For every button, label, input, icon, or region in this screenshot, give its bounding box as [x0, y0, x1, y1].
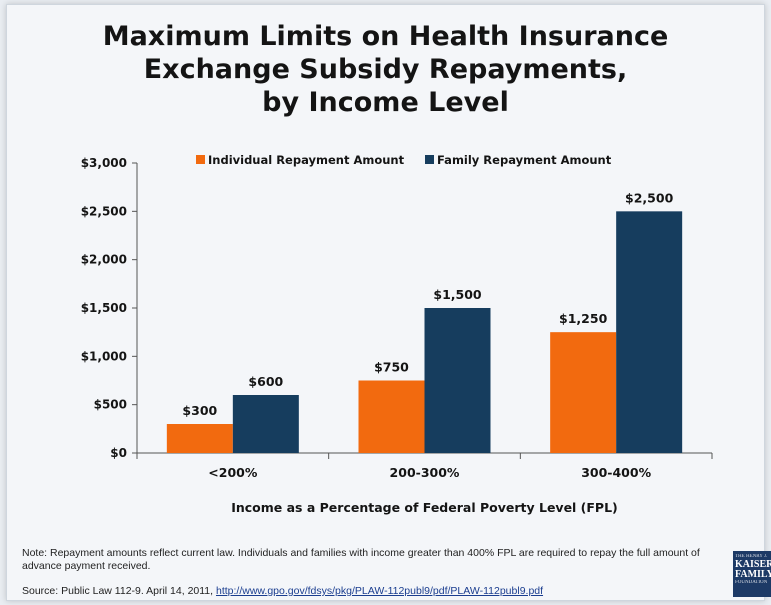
legend-label-individual: Individual Repayment Amount	[208, 153, 405, 167]
bar-individual	[358, 380, 425, 453]
title-line-1: Maximum Limits on Health Insurance	[102, 21, 669, 52]
title-line-3: by Income Level	[262, 87, 509, 118]
y-tick-label: $3,000	[81, 156, 127, 170]
data-label: $600	[248, 374, 283, 389]
x-axis-label: Income as a Percentage of Federal Povert…	[231, 500, 618, 515]
logo-line-4: FOUNDATION	[735, 580, 768, 585]
bar-chart: $0 $500 $1,000 $1,500 $2,000 $2,500 $3,000 <200…	[81, 153, 713, 515]
bar-family	[424, 308, 491, 453]
data-label: $2,500	[625, 190, 674, 205]
y-tick-label: $2,000	[81, 253, 127, 267]
title-line-2: Exchange Subsidy Repayments,	[143, 54, 628, 85]
bar-individual	[166, 424, 233, 453]
y-tick-label: $1,500	[81, 301, 127, 315]
data-label: $1,500	[433, 287, 482, 302]
source-link[interactable]: http://www.gpo.gov/fdsys/pkg/PLAW-112pub…	[215, 585, 544, 597]
chart-source: Source: Public Law 112-9. April 14, 2011…	[22, 585, 727, 597]
y-tick-label: $0	[110, 446, 127, 460]
source-text: Source: Public Law 112-9. April 14, 2011…	[22, 585, 216, 597]
y-tick-label: $1,000	[81, 349, 127, 363]
logo-line-2: KAISER	[735, 559, 771, 570]
chart-note: Note: Repayment amounts reflect current …	[22, 547, 700, 572]
bar-family	[232, 395, 299, 453]
data-label: $300	[182, 403, 217, 418]
y-tick-label: $500	[94, 398, 127, 412]
chart-title: Maximum Limits on Health Insurance Excha…	[0, 20, 771, 119]
legend-swatch-individual	[196, 155, 205, 164]
logo-line-1: THE HENRY J.	[735, 554, 768, 559]
x-tick-label: 200-300%	[390, 465, 460, 480]
logo-line-3: FAMILY	[735, 569, 771, 580]
legend-swatch-family	[425, 155, 434, 164]
data-label: $1,250	[559, 311, 608, 326]
data-label: $750	[374, 360, 409, 375]
legend-label-family: Family Repayment Amount	[437, 153, 612, 167]
y-tick-label: $2,500	[81, 204, 127, 218]
kaiser-logo: THE HENRY J. KAISER FAMILY FOUNDATION	[733, 551, 771, 597]
x-tick-label: 300-400%	[581, 465, 651, 480]
bar-individual	[550, 332, 617, 453]
x-tick-label: <200%	[208, 465, 258, 480]
bar-family	[616, 211, 683, 453]
